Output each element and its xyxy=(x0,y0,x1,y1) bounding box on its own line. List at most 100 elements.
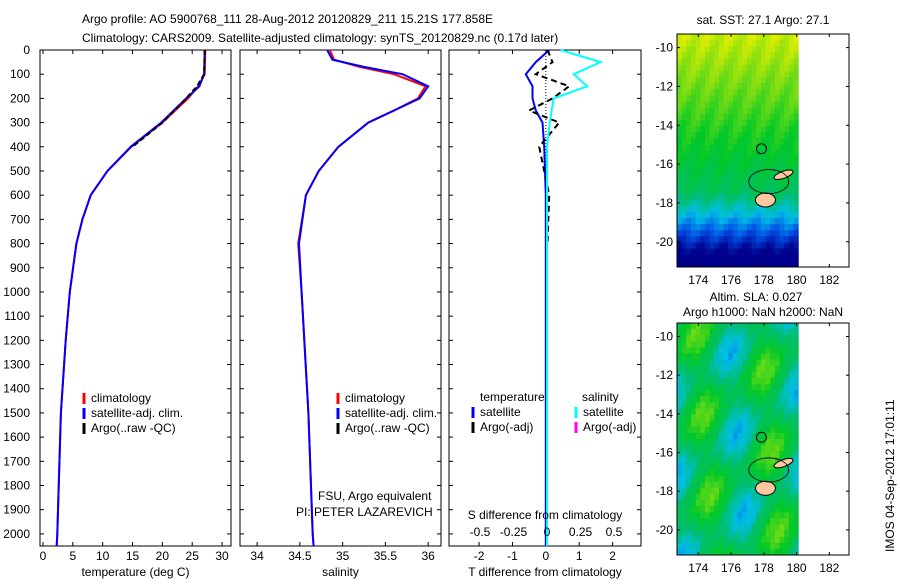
map-cell xyxy=(700,469,706,477)
map-cell xyxy=(770,205,776,213)
map-cell xyxy=(695,76,701,84)
map-cell xyxy=(700,341,706,348)
map-cell xyxy=(779,150,785,158)
map-cell xyxy=(737,518,743,525)
map-cell xyxy=(765,341,771,348)
map-cell xyxy=(788,481,795,489)
map-cell xyxy=(732,371,739,379)
map-cell xyxy=(742,119,748,127)
map-cell xyxy=(709,107,715,115)
map-cell xyxy=(704,125,711,133)
map-cell xyxy=(690,359,697,367)
map-cell xyxy=(788,187,795,194)
map-cell xyxy=(774,119,781,127)
map-cell xyxy=(681,390,687,397)
map-cell xyxy=(756,34,762,41)
map-cell xyxy=(784,40,790,47)
map-cell xyxy=(774,211,781,219)
map-cell xyxy=(704,101,711,109)
map-cell xyxy=(700,390,706,397)
map-cell xyxy=(770,95,776,102)
map-cell xyxy=(723,524,729,532)
map-cell xyxy=(770,46,776,53)
map-cell xyxy=(784,323,790,330)
map-cell xyxy=(677,341,683,348)
map-cell xyxy=(788,89,795,96)
map-cell xyxy=(788,512,795,519)
map-cell xyxy=(700,40,706,47)
map-cell xyxy=(760,365,767,373)
x-axis-label: temperature (deg C) xyxy=(81,565,189,579)
map-cell xyxy=(723,248,729,256)
map-cell xyxy=(732,236,739,243)
map-cell xyxy=(732,390,739,397)
map-cell xyxy=(774,390,781,397)
map-cell xyxy=(756,248,762,256)
map-cell xyxy=(695,475,701,483)
map-cell xyxy=(765,46,771,53)
map-cell xyxy=(765,390,771,397)
map-cell xyxy=(690,475,697,483)
map-cell xyxy=(760,132,767,139)
map-cell xyxy=(723,390,729,397)
map-cell xyxy=(677,125,683,133)
map-cell xyxy=(704,217,711,225)
map-cell xyxy=(732,113,739,121)
map-cell xyxy=(714,329,720,336)
map-cell xyxy=(737,524,743,532)
map-cell xyxy=(728,420,734,428)
x-tick-label: 180 xyxy=(787,273,807,287)
map-cell xyxy=(737,396,743,403)
map-cell xyxy=(732,451,739,458)
sla-map-title-2: Argo h1000: NaN h2000: NaN xyxy=(683,305,843,319)
map-cell xyxy=(774,168,781,176)
map-cell xyxy=(788,432,795,440)
map-cell xyxy=(690,341,697,348)
map-cell xyxy=(746,414,753,422)
map-cell xyxy=(793,242,799,250)
map-cell xyxy=(788,199,795,207)
map-cell xyxy=(765,432,771,440)
map-cell xyxy=(709,138,715,145)
sla-map-frame xyxy=(676,322,850,556)
map-cell xyxy=(742,46,748,53)
map-cell xyxy=(742,58,748,66)
map-cell xyxy=(760,402,767,409)
map-cell xyxy=(788,162,795,170)
map-cell xyxy=(709,335,715,342)
map-cell xyxy=(770,150,776,158)
map-cell xyxy=(760,217,767,225)
y-tick-label: 1100 xyxy=(4,309,30,323)
map-cell xyxy=(723,548,729,556)
map-cell xyxy=(760,329,767,336)
x-tick-label: 182 xyxy=(819,273,839,287)
map-cell xyxy=(779,426,785,434)
map-cell xyxy=(681,335,687,342)
map-cell xyxy=(728,83,734,90)
map-cell xyxy=(718,156,725,164)
map-cell xyxy=(760,175,767,182)
map-cell xyxy=(718,481,725,489)
map-cell xyxy=(714,524,720,532)
map-cell xyxy=(677,138,683,145)
map-cell xyxy=(774,414,781,422)
map-cell xyxy=(686,408,692,416)
map-cell xyxy=(677,377,683,385)
map-cell xyxy=(718,420,725,428)
map-cell xyxy=(681,58,687,66)
map-cell xyxy=(779,52,785,60)
map-cell xyxy=(774,384,781,391)
map-cell xyxy=(728,451,734,458)
map-cell xyxy=(700,181,706,188)
map-cell xyxy=(751,377,757,385)
map-cell xyxy=(760,46,767,53)
map-cell xyxy=(709,83,715,90)
map-cell xyxy=(723,506,729,513)
map-cell xyxy=(774,341,781,348)
map-cell xyxy=(700,384,706,391)
map-cell xyxy=(737,335,743,342)
map-cell xyxy=(723,144,729,151)
map-cell xyxy=(793,58,799,66)
map-cell xyxy=(686,187,692,194)
map-cell xyxy=(737,353,743,361)
